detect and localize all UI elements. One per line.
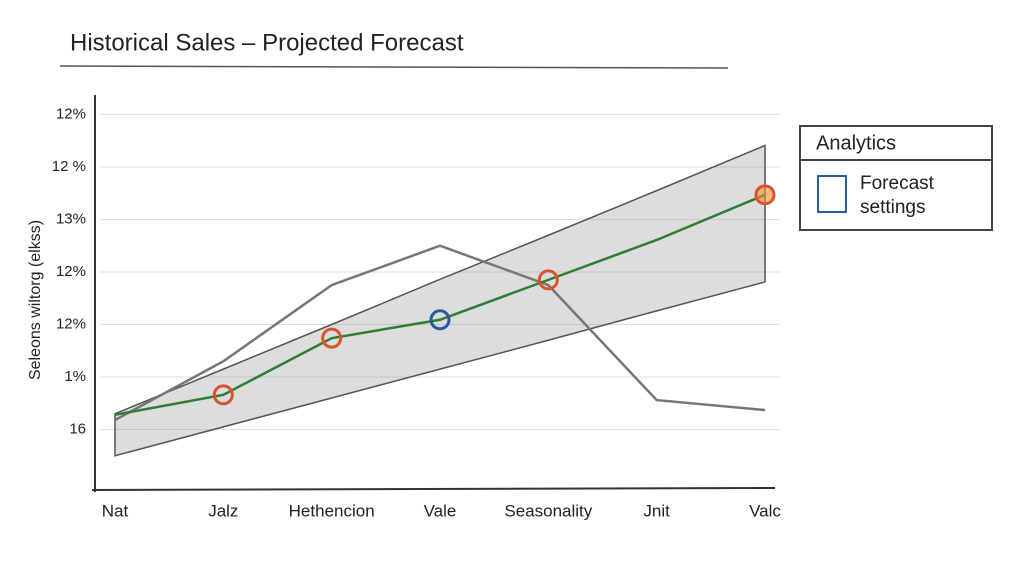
forecast-band [114, 144, 766, 457]
panel-item-text-2: settings [860, 197, 925, 218]
y-tick-label: 12 % [52, 158, 86, 175]
forecast-point [321, 327, 343, 349]
x-tick-label: Hethencion [289, 501, 375, 520]
y-tick-label: 13% [56, 210, 86, 227]
y-tick-label: 12% [56, 105, 86, 122]
y-tick-label: 12% [56, 263, 86, 280]
analytics-panel[interactable]: Analytics Forecast settings [799, 125, 993, 231]
settings-icon [817, 175, 847, 213]
y-tick-label: 1% [64, 368, 86, 385]
forecast-point [429, 309, 451, 331]
x-tick-label: Jnit [643, 501, 670, 520]
x-axis [91, 487, 776, 491]
y-tick-label: 12% [56, 315, 86, 332]
forecast-point [754, 184, 776, 206]
y-axis-label: Seleons wiltorg (elkss) [27, 220, 44, 380]
series-line [114, 193, 766, 417]
x-tick-label: Nat [102, 501, 129, 520]
series-line [114, 244, 766, 422]
x-tick-label: Jalz [208, 501, 238, 520]
panel-title: Analytics [816, 132, 896, 154]
panel-item[interactable]: Forecast settings [860, 173, 935, 218]
panel-item-text: Forecast [860, 173, 935, 194]
y-tick-label: 16 [69, 420, 86, 437]
chart-title: Historical Sales – Projected Forecast [70, 29, 464, 56]
x-tick-label: Vale [424, 501, 457, 520]
forecast-point [537, 269, 559, 291]
forecast-point [212, 384, 234, 406]
x-tick-label: Seasonality [504, 501, 592, 520]
title-underline [59, 65, 729, 69]
x-tick-label: Valc [749, 501, 781, 520]
